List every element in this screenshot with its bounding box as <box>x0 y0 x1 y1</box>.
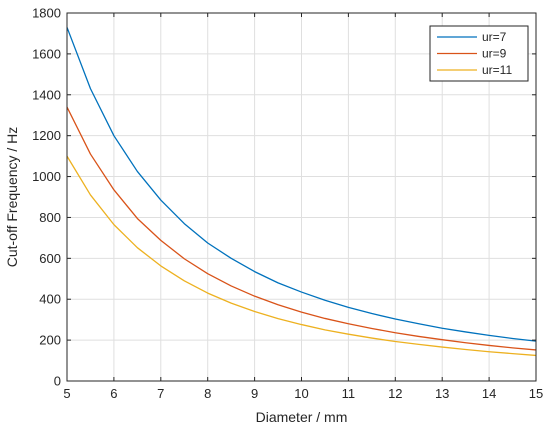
y-tick-label: 1000 <box>32 169 61 184</box>
y-tick-label: 1400 <box>32 87 61 102</box>
x-axis-title: Diameter / mm <box>256 409 348 425</box>
x-tick-label: 6 <box>110 386 117 401</box>
x-tick-label: 7 <box>157 386 164 401</box>
x-tick-label: 15 <box>529 386 543 401</box>
x-tick-label: 14 <box>482 386 496 401</box>
x-tick-label: 9 <box>251 386 258 401</box>
series-line-2 <box>66 106 537 351</box>
series-lines <box>66 27 537 357</box>
legend-label: ur=11 <box>482 63 512 77</box>
y-tick-label: 200 <box>39 333 61 348</box>
legend-label: ur=9 <box>482 47 507 61</box>
x-tick-label: 10 <box>294 386 308 401</box>
y-tick-label: 0 <box>54 374 61 389</box>
x-axis-ticks: 5 6 7 8 9 10 11 12 13 14 15 <box>63 13 543 401</box>
series-line-1 <box>66 27 537 342</box>
y-axis-title: Cut-off Frequency / Hz <box>4 127 20 268</box>
y-axis-ticks: 0 200 400 600 800 1000 1200 1400 1600 1800 <box>32 6 536 389</box>
x-tick-label: 13 <box>435 386 449 401</box>
x-tick-label: 8 <box>204 386 211 401</box>
y-tick-label: 1200 <box>32 128 61 143</box>
y-tick-label: 600 <box>39 251 61 266</box>
x-tick-label: 11 <box>342 386 356 401</box>
x-tick-label: 5 <box>63 386 70 401</box>
series-line-3 <box>66 155 537 357</box>
y-tick-label: 1800 <box>32 6 61 21</box>
y-tick-label: 400 <box>39 292 61 307</box>
legend: ur=7 ur=9 ur=11 <box>429 25 529 82</box>
legend-label: ur=7 <box>482 30 507 44</box>
x-tick-label: 12 <box>388 386 402 401</box>
y-tick-label: 1600 <box>32 46 61 61</box>
y-tick-label: 800 <box>39 210 61 225</box>
